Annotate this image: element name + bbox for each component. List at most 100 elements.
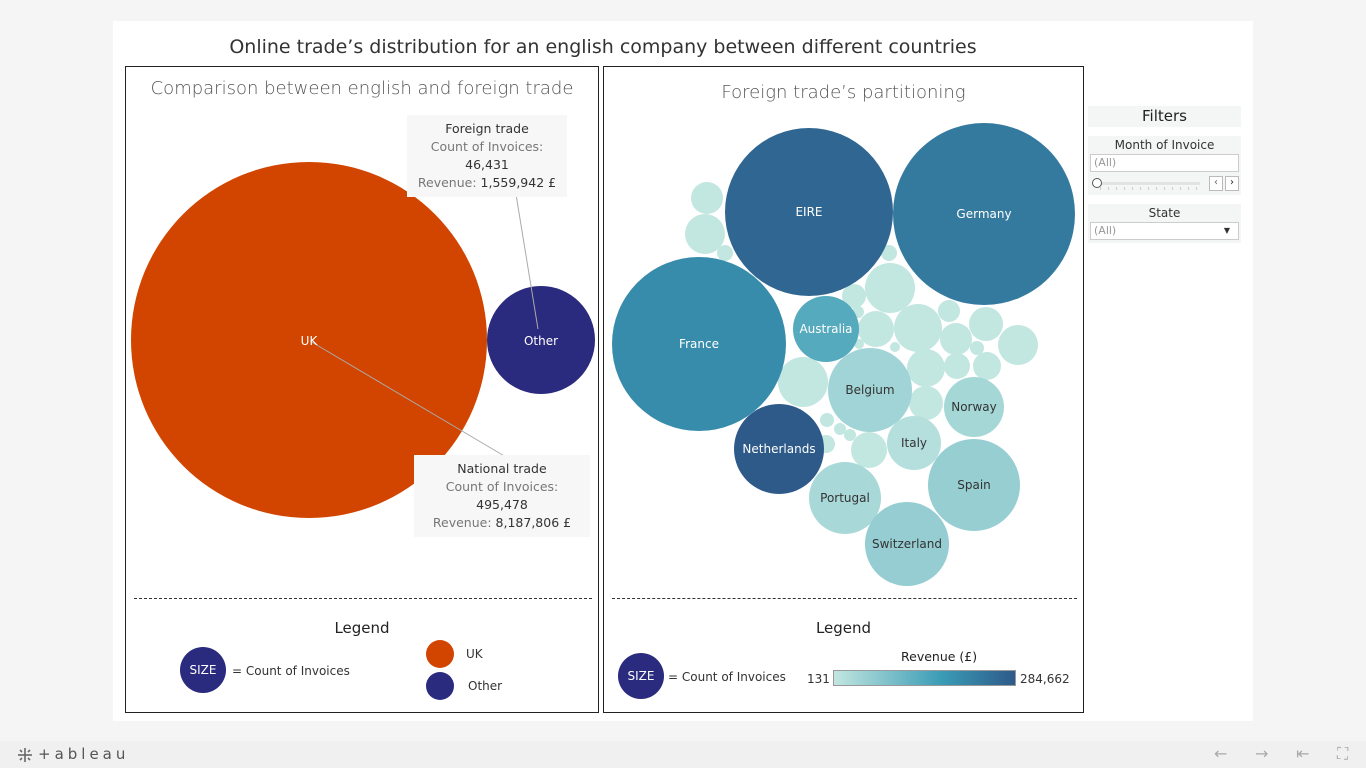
bubble-small-country[interactable] [851, 432, 887, 468]
bubble-label-germany: Germany [956, 207, 1011, 221]
color-legend-max: 284,662 [1020, 672, 1070, 686]
bubble-small-country[interactable] [778, 357, 828, 407]
bubble-small-country[interactable] [834, 423, 846, 435]
filters-title: Filters [1088, 106, 1241, 127]
filters-panel: Filters Month of Invoice (All) ‹ › State… [1088, 106, 1241, 243]
bubble-small-country[interactable] [998, 325, 1038, 365]
annotation-count: Count of Invoices: 46,431 [430, 139, 544, 172]
tableau-logo[interactable]: +ableau [38, 745, 130, 763]
bubble-netherlands[interactable] [734, 404, 824, 494]
annotation-title: National trade [457, 461, 547, 476]
bubble-label-portugal: Portugal [820, 491, 870, 505]
annotation-title: Foreign trade [445, 121, 529, 136]
undo-icon[interactable]: ← [1214, 744, 1228, 763]
legend-swatch-uk [426, 640, 454, 668]
bubble-small-country[interactable] [970, 341, 984, 355]
bubble-label-belgium: Belgium [845, 383, 894, 397]
tableau-logo-icon [18, 748, 32, 762]
bubble-small-country[interactable] [940, 323, 972, 355]
slider-track[interactable] [1096, 182, 1200, 185]
legend-swatch-other [426, 672, 454, 700]
bubble-small-country[interactable] [881, 245, 897, 261]
slider-knob[interactable] [1092, 178, 1102, 188]
bubble-eire[interactable] [725, 128, 893, 296]
bubble-germany[interactable] [893, 123, 1075, 305]
color-legend-gradient [833, 670, 1016, 686]
bubble-small-country[interactable] [820, 413, 834, 427]
fullscreen-icon[interactable]: ⛶ [1337, 744, 1349, 763]
annotation-revenue: Revenue: 1,559,942 £ [417, 175, 557, 190]
bubble-small-country[interactable] [858, 311, 894, 347]
panel-foreign-partitioning: Foreign trade’s partitioning Germany EIRE… [603, 66, 1084, 713]
bubble-small-country[interactable] [909, 386, 943, 420]
next-step-icon[interactable]: › [1225, 176, 1239, 191]
month-slider[interactable]: ‹ › [1090, 174, 1239, 192]
divider [134, 598, 592, 599]
bubble-other[interactable] [487, 286, 595, 394]
size-legend-circle: SIZE [618, 653, 664, 699]
legend-label-uk: UK [466, 647, 483, 661]
bubble-label-italy: Italy [901, 436, 927, 450]
bubble-label-other: Other [524, 334, 558, 348]
filter-label-month: Month of Invoice [1088, 136, 1241, 154]
bubble-small-country[interactable] [969, 307, 1003, 341]
bubble-small-country[interactable] [944, 353, 970, 379]
bubble-label-switzerland: Switzerland [872, 537, 942, 551]
slider-ticks [1100, 187, 1200, 190]
bubble-small-country[interactable] [685, 214, 725, 254]
bubble-small-country[interactable] [865, 263, 915, 313]
bubble-chart-partitioning: Germany EIRE France Australia Netherlands Bel… [612, 123, 1075, 586]
bubble-label-uk: UK [301, 334, 319, 348]
bubble-small-country[interactable] [691, 182, 723, 214]
bubble-norway[interactable] [944, 377, 1004, 437]
bubble-portugal[interactable] [809, 462, 881, 534]
prev-step-icon[interactable]: ‹ [1209, 176, 1223, 191]
bubble-small-country[interactable] [890, 342, 900, 352]
color-legend-title: Revenue (£) [901, 649, 978, 664]
bubble-small-country[interactable] [842, 284, 866, 308]
color-legend-min: 131 [807, 672, 830, 686]
page-title: Online trade’s distribution for an engli… [229, 36, 977, 58]
chart-title-partitioning: Foreign trade’s partitioning [721, 82, 966, 103]
annotation-national-trade: National trade Count of Invoices: 495,47… [414, 455, 590, 537]
divider [612, 598, 1077, 599]
size-legend-circle: SIZE [180, 647, 226, 693]
bubble-label-australia: Australia [799, 322, 852, 336]
bubble-small-country[interactable] [973, 352, 1001, 380]
annotation-line-foreign [513, 181, 539, 330]
bubble-uk[interactable] [131, 162, 487, 518]
revert-icon[interactable]: ⇤ [1296, 744, 1310, 763]
bubble-italy[interactable] [887, 416, 941, 470]
size-legend-text: = Count of Invoices [668, 670, 786, 684]
bubble-label-norway: Norway [951, 400, 997, 414]
bubble-australia[interactable] [793, 296, 859, 362]
month-filter-input[interactable]: (All) [1090, 154, 1239, 172]
dashboard: Online trade’s distribution for an engli… [113, 21, 1253, 721]
size-legend-text: = Count of Invoices [232, 664, 350, 678]
bubble-chart-comparison: UK Other [131, 162, 595, 518]
bubble-switzerland[interactable] [865, 502, 949, 586]
bubble-small-country[interactable] [938, 300, 960, 322]
bubble-small-country[interactable] [894, 304, 942, 352]
chart-title-comparison: Comparison between english and foreign t… [150, 78, 574, 99]
bubble-small-country[interactable] [907, 349, 945, 387]
filter-state: (All) ▼ [1088, 222, 1241, 243]
bubble-france[interactable] [612, 257, 786, 431]
bubble-small-country[interactable] [717, 245, 733, 261]
redo-icon[interactable]: → [1255, 744, 1269, 763]
annotation-line-national [309, 340, 507, 458]
annotation-count: Count of Invoices: 495,478 [445, 479, 559, 512]
bubble-small-country[interactable] [844, 429, 856, 441]
legend-title: Legend [334, 619, 390, 637]
filter-label-state: State [1088, 204, 1241, 222]
bubble-belgium[interactable] [828, 348, 912, 432]
bubble-label-spain: Spain [957, 478, 991, 492]
chevron-down-icon: ▼ [1223, 226, 1230, 235]
annotation-revenue: Revenue: 8,187,806 £ [432, 515, 572, 530]
bubble-spain[interactable] [928, 439, 1020, 531]
state-dropdown-value: (All) [1094, 224, 1117, 237]
legend-label-other: Other [468, 679, 503, 693]
filter-month: (All) ‹ › [1088, 154, 1241, 195]
state-dropdown[interactable]: (All) ▼ [1090, 222, 1239, 240]
bubble-label-netherlands: Netherlands [742, 442, 815, 456]
